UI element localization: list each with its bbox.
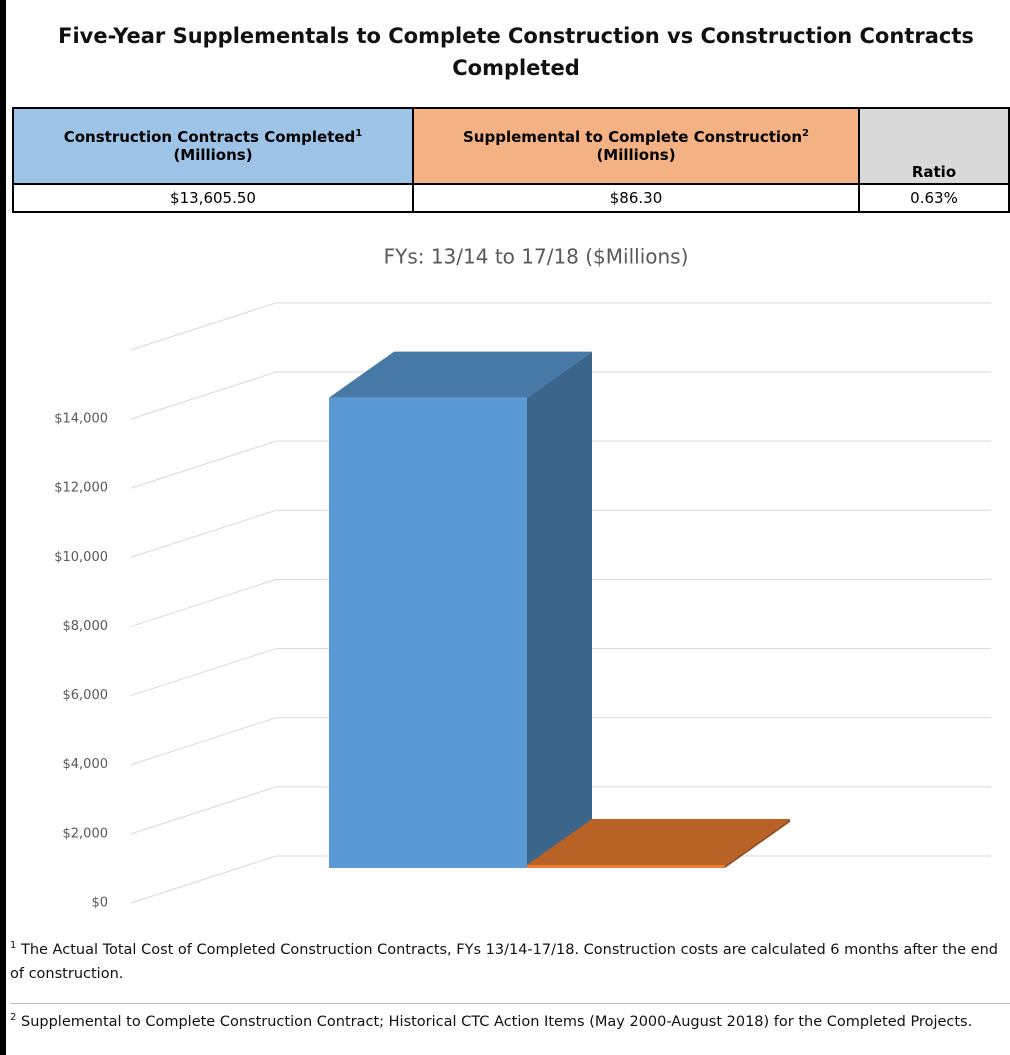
header-unit: (Millions) (173, 146, 253, 164)
y-tick-label: $4,000 (63, 757, 109, 772)
chart: FYs: 13/14 to 17/18 ($Millions) $0 $2,000… (54, 245, 991, 911)
grid-line (130, 648, 991, 697)
y-tick-label: $0 (91, 896, 108, 911)
grid-line (130, 578, 991, 627)
header-row: Construction Contracts Completed1 (Millio… (12, 107, 1010, 185)
data-cell: 0.63% (858, 183, 1010, 213)
data-cell: $13,605.50 (12, 183, 414, 213)
header-cell: Construction Contracts Completed1 (Millio… (12, 107, 414, 185)
y-tick-label: $6,000 (63, 688, 109, 703)
grid-line (130, 509, 991, 558)
bar-side (725, 819, 790, 868)
header-cell: Ratio (858, 107, 1010, 185)
grid-line (130, 371, 991, 420)
grid-line (130, 440, 991, 489)
header-cell: Supplemental to Complete Construction2 (M… (412, 107, 860, 185)
footnote-marker: 1 (10, 940, 17, 951)
bar (527, 865, 725, 868)
grid-line (130, 717, 991, 766)
grid-line (130, 302, 991, 351)
y-tick-label: $12,000 (54, 481, 108, 496)
header-unit: (Millions) (596, 146, 676, 164)
page-title: Five-Year Supplementals to Complete Cons… (58, 24, 974, 80)
footnote: 1 The Actual Total Cost of Completed Con… (10, 934, 1010, 986)
grid-line (130, 855, 991, 904)
grid-line (130, 786, 991, 835)
header-text: Supplemental to Complete Construction (463, 128, 803, 146)
footnote: 2 Supplemental to Complete Construction … (10, 1003, 1010, 1034)
header-text: Ratio (911, 163, 957, 181)
header-sup: 2 (802, 128, 809, 139)
header-text: Construction Contracts Completed (63, 128, 356, 146)
y-tick-label: $10,000 (54, 550, 108, 565)
chart-title: FYs: 13/14 to 17/18 ($Millions) (384, 245, 689, 269)
bar-top (329, 351, 592, 398)
footnote-text: Supplemental to Complete Construction Co… (20, 1013, 973, 1030)
data-cell: $86.30 (412, 183, 860, 213)
summary-table: Construction Contracts Completed1 (Millio… (12, 107, 1010, 213)
bar-side (527, 351, 592, 868)
footnote-text: The Actual Total Cost of Completed Const… (10, 941, 998, 982)
bar (329, 397, 527, 868)
plot: FYs: 13/14 to 17/18 ($Millions) $0 $2,000… (54, 245, 991, 911)
y-tick-label: $8,000 (63, 619, 109, 634)
y-tick-label: $2,000 (63, 826, 109, 841)
y-tick-label: $14,000 (54, 412, 108, 427)
data-row: $13,605.50 $86.30 0.63% (12, 183, 1010, 213)
footnote-marker: 2 (10, 1012, 17, 1023)
bar-top (527, 819, 790, 866)
header-sup: 1 (355, 128, 363, 139)
